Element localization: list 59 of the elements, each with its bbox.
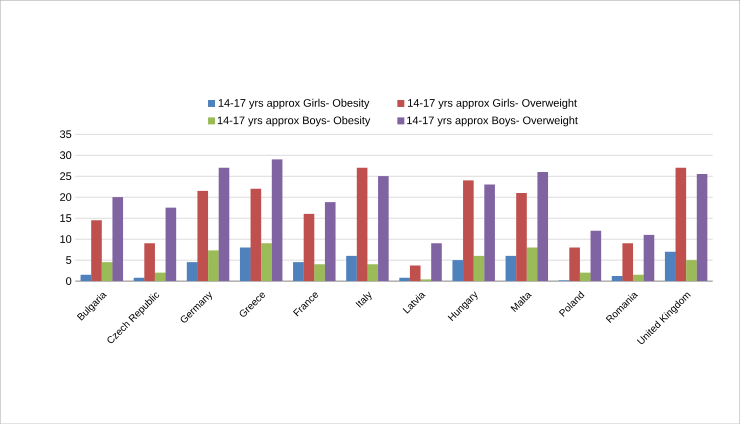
y-tick-label: 0 (66, 277, 72, 285)
bar (686, 260, 697, 281)
bar (293, 262, 304, 281)
bar (484, 184, 495, 281)
bar (102, 262, 112, 281)
bar (154, 272, 166, 281)
y-tick-label: 25 (60, 172, 72, 180)
bar (91, 220, 102, 281)
bar (633, 274, 644, 281)
bar (569, 247, 580, 281)
bar (506, 256, 516, 281)
bar (134, 278, 144, 281)
bar (314, 264, 325, 281)
bar (324, 202, 336, 281)
bar (208, 250, 219, 281)
bar (80, 274, 92, 281)
bar (197, 190, 208, 281)
legend-label: 14-17 yrs approx Boys- Obesity (218, 116, 370, 126)
bar (537, 172, 548, 281)
bar (452, 260, 464, 281)
bar (218, 168, 230, 281)
bar (516, 192, 527, 281)
bar (367, 264, 378, 281)
bar (144, 243, 155, 281)
bar (622, 243, 634, 281)
bar (463, 180, 474, 281)
bar (474, 256, 484, 281)
bar (431, 243, 442, 281)
bar (166, 208, 176, 281)
bar (676, 168, 686, 281)
bar (580, 272, 591, 281)
bar (250, 188, 262, 281)
bar (356, 168, 368, 281)
y-tick-label: 15 (60, 214, 72, 222)
bar (664, 252, 676, 281)
x-tick-label: Italy (355, 292, 372, 308)
bar (612, 276, 622, 281)
bar (112, 197, 124, 281)
bar (410, 265, 421, 281)
bar (272, 159, 282, 281)
bar (186, 262, 198, 281)
y-tick-label: 10 (60, 235, 72, 243)
y-tick-label: 35 (60, 130, 72, 138)
bar (696, 174, 708, 281)
bar (526, 247, 538, 281)
bar (378, 176, 389, 281)
y-tick-label: 30 (60, 151, 72, 159)
y-tick-label: 5 (66, 256, 72, 264)
bar (261, 243, 272, 281)
bar (240, 247, 251, 281)
bar (644, 234, 654, 281)
legend-label: 14-17 yrs approx Girls- Overweight (408, 98, 577, 109)
bar (399, 278, 410, 281)
legend-label: 14-17 yrs approx Girls- Obesity (218, 98, 370, 109)
bar (590, 230, 602, 281)
legend-label: 14-17 yrs approx Boys- Overweight (407, 116, 578, 126)
bar (346, 256, 357, 281)
y-tick-label: 20 (60, 193, 72, 201)
bar (304, 214, 314, 281)
